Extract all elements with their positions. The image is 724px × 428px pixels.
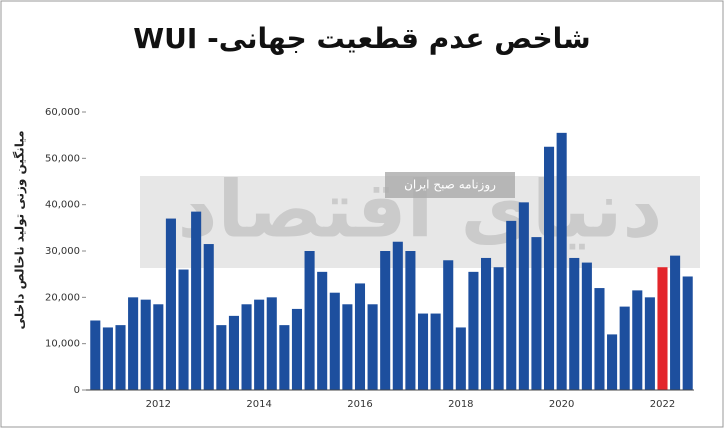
bar	[140, 299, 151, 390]
bar	[632, 290, 643, 390]
bar	[279, 325, 290, 390]
bar	[506, 220, 517, 390]
bar	[216, 325, 227, 390]
y-tick-label: 0	[74, 385, 80, 396]
x-tick-label: 2016	[347, 399, 372, 410]
y-tick-label: 60,000	[45, 107, 80, 118]
bar	[329, 292, 340, 390]
bar	[153, 304, 164, 390]
bar	[670, 255, 681, 390]
bar	[342, 304, 353, 390]
bar	[468, 271, 479, 390]
bar	[266, 297, 277, 390]
bar	[619, 306, 630, 390]
x-tick-label: 2022	[650, 399, 675, 410]
bar	[443, 260, 454, 390]
bar	[90, 320, 101, 390]
bar	[405, 251, 416, 390]
bar	[682, 276, 693, 390]
y-axis-label: میانگین وزنی تولید ناخالص داخلی	[13, 130, 28, 329]
bar	[115, 325, 126, 390]
bar	[644, 297, 655, 390]
y-tick-label: 50,000	[45, 153, 80, 164]
bar	[417, 313, 429, 390]
bar	[354, 283, 366, 390]
y-tick-label: 40,000	[45, 200, 80, 211]
bar	[581, 262, 592, 390]
y-tick-label: 10,000	[45, 339, 80, 350]
bar	[544, 146, 555, 390]
bar	[430, 313, 441, 390]
bar	[367, 304, 378, 390]
bar	[556, 132, 567, 390]
bar	[102, 327, 113, 390]
bar	[128, 297, 139, 390]
plot: 0 10,000 20,000 30,000 40,000 50,000 60,000 201…	[45, 107, 694, 410]
bar	[241, 304, 252, 390]
bar	[228, 315, 239, 390]
bar	[191, 211, 202, 390]
bar	[531, 237, 542, 390]
watermark-subtitle: روزنامه صبح ایران	[404, 178, 496, 193]
bar	[380, 251, 391, 390]
bar	[607, 334, 618, 390]
y-tick-label: 20,000	[45, 292, 80, 303]
bar	[657, 267, 668, 390]
watermark-subtitle-box	[385, 172, 515, 198]
bar	[493, 267, 504, 390]
bar	[594, 288, 605, 390]
bar	[304, 251, 315, 390]
bar	[455, 327, 466, 390]
bar	[254, 299, 265, 390]
bar	[203, 244, 214, 390]
bar	[569, 257, 580, 390]
y-tick-label: 30,000	[45, 246, 80, 257]
bar	[178, 269, 189, 390]
bar	[518, 202, 529, 390]
bar	[291, 308, 303, 390]
chart-title: شاخص عدم قطعیت جهانی- WUI	[133, 22, 590, 55]
bar	[317, 271, 328, 390]
bar	[165, 218, 176, 390]
x-tick-label: 2012	[146, 399, 171, 410]
bar	[392, 241, 403, 390]
x-tick-label: 2018	[448, 399, 473, 410]
bar	[480, 257, 492, 390]
x-tick-label: 2020	[549, 399, 574, 410]
x-tick-label: 2014	[246, 399, 271, 410]
